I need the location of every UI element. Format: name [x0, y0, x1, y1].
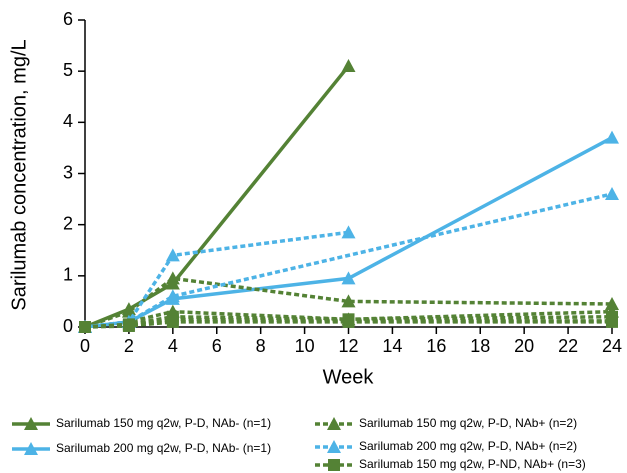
y-tick-label: 6 — [63, 9, 73, 29]
line — [84, 230, 349, 329]
marker — [122, 319, 135, 332]
marker — [341, 59, 356, 73]
legend-label: Sarilumab 200 mg q2w, P-D, NAb- (n=1) — [56, 441, 271, 455]
line — [84, 192, 613, 329]
legend-marker — [328, 459, 340, 471]
x-tick-label: 18 — [470, 336, 490, 356]
marker — [341, 294, 356, 308]
x-tick-label: 14 — [382, 336, 402, 356]
y-tick-label: 5 — [63, 60, 73, 80]
x-tick-label: 16 — [426, 336, 446, 356]
x-tick-label: 6 — [212, 336, 222, 356]
marker — [605, 186, 619, 200]
marker — [165, 271, 180, 285]
legend-marker — [327, 440, 341, 453]
marker — [165, 248, 180, 262]
x-tick-label: 22 — [558, 336, 578, 356]
legend-label: Sarilumab 150 mg q2w, P-ND, NAb+ (n=3) — [359, 457, 586, 471]
marker — [605, 296, 619, 310]
marker — [342, 315, 355, 328]
y-tick-label: 1 — [63, 265, 73, 285]
marker — [165, 289, 180, 303]
legend-label: Sarilumab 200 mg q2w, P-D, NAb+ (n=2) — [359, 439, 577, 453]
marker — [341, 271, 356, 285]
legend-marker — [24, 442, 38, 455]
marker — [79, 321, 91, 333]
legend-label: Sarilumab 150 mg q2w, P-D, NAb- (n=1) — [56, 416, 271, 430]
marker — [605, 130, 619, 144]
y-tick-label: 3 — [63, 162, 73, 182]
x-tick-label: 2 — [124, 336, 134, 356]
x-tick-label: 20 — [514, 336, 534, 356]
x-tick-label: 12 — [338, 336, 358, 356]
y-tick-label: 2 — [63, 213, 73, 233]
x-axis-label: Week — [323, 366, 375, 388]
legend-marker — [327, 417, 341, 430]
legend-label: Sarilumab 150 mg q2w, P-D, NAb+ (n=2) — [359, 416, 577, 430]
y-tick-label: 0 — [63, 316, 73, 336]
y-axis-label: Sarilumab concentration, mg/L — [8, 39, 30, 310]
x-tick-label: 10 — [295, 336, 315, 356]
y-tick-label: 4 — [63, 111, 73, 131]
marker — [166, 315, 179, 328]
x-tick-label: 0 — [80, 336, 90, 356]
x-tick-label: 4 — [168, 336, 178, 356]
legend-marker — [24, 417, 38, 430]
x-tick-label: 8 — [256, 336, 266, 356]
x-tick-label: 24 — [602, 336, 622, 356]
marker — [606, 315, 618, 328]
marker — [341, 225, 356, 239]
